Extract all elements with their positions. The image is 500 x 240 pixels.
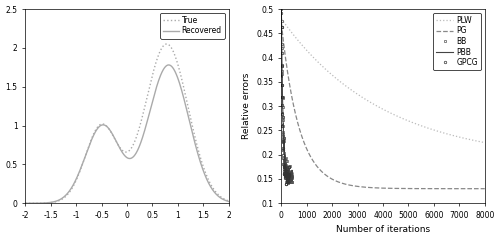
- PLW: [352, 91, 358, 94]
- PLW: [408, 120, 414, 123]
- Line: Recovered: Recovered: [26, 65, 228, 203]
- GPCG: [283, 177, 289, 180]
- GPCG: [280, 138, 285, 140]
- BB: [286, 176, 292, 179]
- BB: [283, 172, 289, 175]
- BB: [289, 176, 295, 179]
- Line: True: True: [26, 44, 228, 203]
- PBB: [288, 181, 294, 184]
- True: [226, 199, 232, 202]
- BB: [284, 181, 290, 184]
- PLW: [429, 128, 435, 131]
- Line: GPCG: GPCG: [280, 12, 290, 185]
- True: [185, 104, 191, 107]
- PG: [408, 187, 414, 190]
- Recovered: [104, 126, 110, 129]
- True: [164, 42, 170, 45]
- PBB: [282, 155, 288, 157]
- Recovered: [162, 66, 168, 69]
- GPCG: [281, 170, 287, 173]
- PBB: [278, 8, 284, 11]
- Y-axis label: Relative errors: Relative errors: [242, 73, 251, 139]
- BB: [278, 19, 284, 22]
- PBB: [288, 179, 294, 181]
- True: [112, 138, 118, 141]
- PG: [440, 187, 446, 190]
- GPCG: [283, 182, 289, 185]
- BB: [280, 105, 286, 108]
- Recovered: [112, 137, 118, 140]
- Recovered: [22, 202, 28, 205]
- Line: PLW: PLW: [282, 19, 485, 143]
- Legend: PLW, PG, BB, PBB, GPCG: PLW, PG, BB, PBB, GPCG: [434, 13, 481, 70]
- GPCG: [278, 12, 284, 15]
- True: [181, 88, 187, 91]
- Recovered: [43, 201, 49, 204]
- PBB: [280, 136, 286, 139]
- PBB: [286, 168, 292, 171]
- PLW: [440, 131, 446, 134]
- PG: [398, 187, 404, 190]
- GPCG: [280, 163, 286, 166]
- PG: [288, 94, 294, 97]
- BB: [286, 177, 292, 180]
- True: [22, 202, 28, 205]
- GPCG: [281, 163, 287, 166]
- Line: PG: PG: [282, 24, 485, 189]
- PG: [482, 187, 488, 190]
- PLW: [482, 141, 488, 144]
- True: [104, 126, 110, 129]
- PBB: [288, 177, 294, 180]
- Recovered: [166, 64, 172, 66]
- PG: [278, 22, 284, 25]
- Recovered: [226, 200, 232, 203]
- PBB: [288, 177, 294, 180]
- X-axis label: Number of iterations: Number of iterations: [336, 225, 430, 234]
- GPCG: [286, 174, 292, 177]
- PBB: [290, 176, 296, 179]
- PLW: [398, 117, 404, 120]
- BB: [289, 175, 295, 178]
- PLW: [288, 31, 294, 34]
- True: [162, 43, 168, 46]
- BB: [278, 8, 284, 11]
- Line: PBB: PBB: [282, 9, 293, 182]
- PG: [352, 185, 358, 187]
- GPCG: [280, 164, 286, 167]
- PLW: [278, 17, 284, 20]
- Line: BB: BB: [280, 8, 293, 184]
- Legend: True, Recovered: True, Recovered: [160, 13, 225, 38]
- True: [43, 202, 49, 204]
- PG: [429, 187, 435, 190]
- Recovered: [185, 113, 191, 116]
- Recovered: [181, 98, 187, 101]
